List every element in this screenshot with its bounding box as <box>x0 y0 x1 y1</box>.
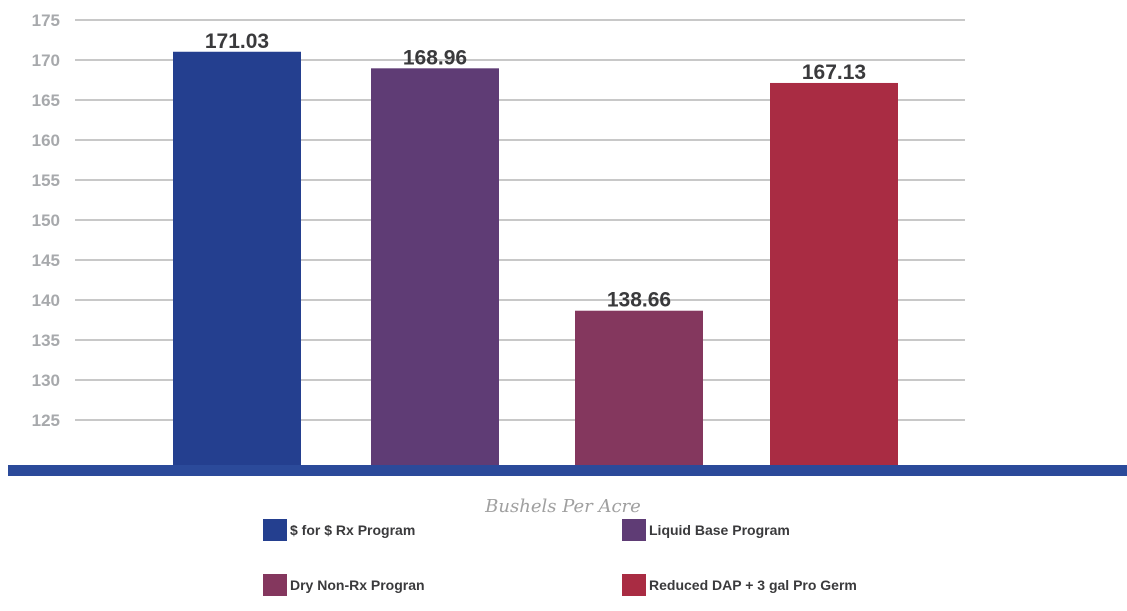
legend-label: Reduced DAP + 3 gal Pro Germ <box>649 577 857 593</box>
legend-swatch <box>263 519 287 541</box>
legend-swatch <box>263 574 287 596</box>
bars <box>173 51 898 466</box>
x-axis-label: Bushels Per Acre <box>484 496 641 517</box>
bar-value-label: 171.03 <box>205 30 269 53</box>
bar <box>770 82 898 466</box>
y-tick-label: 125 <box>32 411 60 430</box>
y-tick-label: 135 <box>32 331 60 350</box>
bar-value-label: 167.13 <box>802 61 866 84</box>
y-tick-label: 140 <box>32 291 60 310</box>
y-tick-label: 155 <box>32 171 60 190</box>
bar <box>173 51 301 465</box>
bar-value-label: 138.66 <box>607 289 671 312</box>
bar <box>371 68 499 465</box>
legend-item: $ for $ Rx Program <box>263 519 415 541</box>
y-tick-label: 145 <box>32 251 60 270</box>
legend-swatch <box>622 519 646 541</box>
y-tick-label: 160 <box>32 131 60 150</box>
y-tick-label: 165 <box>32 91 60 110</box>
y-axis-tick-labels: 125 130 135 140 145 150 155 160 165 170 175 <box>32 11 60 430</box>
bar-value-label: 168.96 <box>403 46 467 69</box>
legend-label: Dry Non-Rx Progran <box>290 577 425 593</box>
legend-item: Liquid Base Program <box>622 519 790 541</box>
y-tick-label: 170 <box>32 51 60 70</box>
y-tick-label: 175 <box>32 11 60 30</box>
legend-label: $ for $ Rx Program <box>290 522 415 538</box>
legend-item: Reduced DAP + 3 gal Pro Germ <box>622 574 857 596</box>
data-labels: 171.03 168.96 138.66 167.13 <box>205 30 866 312</box>
y-tick-label: 130 <box>32 371 60 390</box>
x-axis-baseline <box>8 465 1127 476</box>
bar <box>575 310 703 465</box>
legend-item: Dry Non-Rx Progran <box>263 574 425 596</box>
y-tick-label: 150 <box>32 211 60 230</box>
legend-swatch <box>622 574 646 596</box>
legend-label: Liquid Base Program <box>649 522 790 538</box>
legend: $ for $ Rx Program Liquid Base Program Dry… <box>263 519 857 596</box>
